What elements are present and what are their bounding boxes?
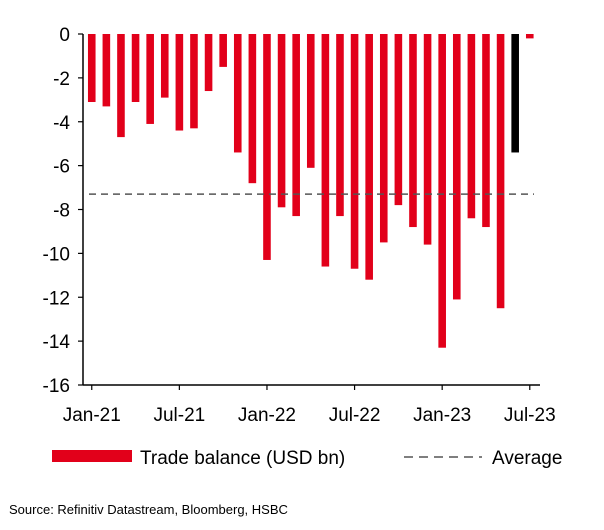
bar-sep-22	[379, 34, 388, 243]
bar-feb-21	[102, 34, 111, 107]
y-tick-labels: 0 -2 -4 -6 -8 -10 -12 -14 -16	[43, 25, 83, 397]
bar-aug-21	[190, 34, 198, 129]
x-tick-labels: Jan-21 Jul-21 Jan-22 Jul-22 Jan-23 Jul-23	[63, 385, 556, 426]
bar-sep-21	[204, 34, 213, 92]
y-tick-label: -6	[53, 157, 70, 178]
x-tick-label: Jan-23	[413, 405, 471, 426]
bar-mar-22	[292, 34, 300, 217]
bar-jun-21	[160, 34, 169, 98]
bar-dec-22	[423, 34, 432, 245]
y-tick-label: -8	[53, 201, 70, 222]
y-tick-label: -16	[43, 376, 70, 397]
bar-may-21	[146, 34, 154, 124]
bar-mar-23	[467, 34, 476, 219]
bar-dec-21	[248, 34, 257, 184]
bar-oct-22	[394, 34, 403, 206]
x-tick-label: Jan-22	[238, 405, 296, 426]
y-tick-label: -4	[53, 113, 70, 134]
source-note: Source: Refinitiv Datastream, Bloomberg,…	[9, 502, 288, 517]
y-tick-label: 0	[59, 25, 70, 46]
bar-may-23	[496, 34, 505, 309]
x-tick-label: Jul-21	[153, 405, 205, 426]
bar-jan-23	[438, 34, 446, 348]
bar-apr-22	[306, 34, 315, 168]
bar-jun-22	[336, 34, 344, 217]
x-tick-label: Jul-22	[329, 405, 381, 426]
legend-label-average: Average	[492, 448, 562, 469]
bar-mar-21	[117, 34, 125, 138]
y-tick-label: -2	[53, 69, 70, 90]
y-tick-label: -14	[43, 332, 71, 353]
legend-label-trade-balance: Trade balance (USD bn)	[140, 448, 345, 469]
x-tick-label: Jan-21	[63, 405, 121, 426]
bar-may-22	[321, 34, 330, 267]
bar-jul-23	[525, 34, 534, 39]
legend: Trade balance (USD bn) Average	[52, 448, 562, 469]
bar-feb-22	[277, 34, 286, 208]
bar-jan-22	[263, 34, 271, 260]
bar-oct-21	[219, 34, 227, 67]
bar-jun-23	[511, 34, 519, 153]
y-tick-label: -10	[43, 244, 70, 265]
bar-jul-22	[350, 34, 359, 269]
legend-swatch-trade-balance	[52, 450, 132, 462]
bar-aug-22	[365, 34, 373, 280]
trade-balance-chart: 0 -2 -4 -6 -8 -10 -12 -14 -16 Jan-21 Jul-21 Jan-22…	[43, 25, 563, 469]
bar-apr-23	[482, 34, 490, 228]
bar-nov-22	[409, 34, 417, 228]
bar-jan-21	[87, 34, 96, 103]
bar-jul-21	[175, 34, 184, 131]
y-tick-label: -12	[43, 288, 70, 309]
bar-apr-21	[131, 34, 140, 103]
bar-nov-21	[233, 34, 242, 153]
bar-feb-23	[452, 34, 461, 300]
x-tick-label: Jul-23	[504, 405, 556, 426]
bars	[87, 34, 534, 348]
